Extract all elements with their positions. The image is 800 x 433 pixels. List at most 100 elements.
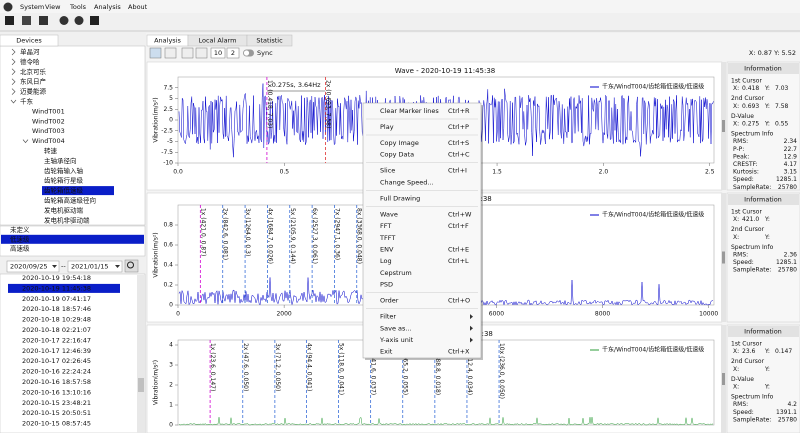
splitter-grip[interactable] [722,120,725,132]
tree-item[interactable]: WindT001 [32,107,65,115]
tree-item[interactable]: 主轴承径向 [44,156,77,165]
tree-item[interactable]: 东风日产 [20,77,47,86]
expander[interactable] [10,99,17,104]
menu-item[interactable]: Play [380,123,394,131]
record-item[interactable]: 2020-10-19 07:41:17 [22,295,91,303]
menu-shortcut: Ctrl+E [448,246,469,254]
record-item[interactable]: 2020-10-15 20:50:51 [22,409,91,417]
menu-item[interactable]: Copy Image [380,139,419,147]
menu-item[interactable]: Change Speed... [380,178,434,186]
filter-item[interactable]: 高速级 [10,244,30,253]
tool-icon[interactable] [59,16,69,25]
tree-item[interactable]: 齿轮箱输入轴 [44,166,84,175]
date-to[interactable]: 2021/01/15 [71,263,108,271]
tree-item[interactable]: 齿轮箱低速级 [44,186,84,195]
expander[interactable] [11,48,16,56]
tree-item[interactable]: 千东 [20,97,34,106]
tool-button[interactable] [164,47,177,59]
menu-item[interactable]: Full Drawing [380,194,420,202]
filter-item[interactable]: 未定义 [10,225,30,234]
tree-item[interactable]: 德令哈 [20,57,40,66]
menu-item[interactable]: System [20,3,44,11]
menu-item[interactable]: Save as... [380,324,412,332]
menu-item[interactable]: About [128,3,148,11]
filter-item[interactable]: 低速级 [10,234,30,243]
splitter-grip[interactable] [722,373,725,385]
record-item[interactable]: 2020-10-19 11:45:38 [22,284,91,292]
date-box[interactable] [6,260,60,273]
tool-icon[interactable] [74,16,84,25]
tool-button[interactable] [195,47,208,59]
record-item[interactable]: 2020-10-16 13:10:16 [22,388,91,396]
scrollbar[interactable] [137,275,145,433]
record-item[interactable]: 2020-10-18 02:21:07 [22,326,91,334]
record-item[interactable]: 2020-10-18 10:29:48 [22,316,91,324]
menu-item[interactable]: Tools [69,3,87,11]
menu-item[interactable]: PSD [380,281,393,289]
tree-item[interactable]: 发电机驱动端 [44,205,84,214]
menu-item[interactable]: Analysis [94,3,121,11]
tool-icon[interactable] [90,16,99,25]
expander[interactable] [11,88,16,95]
menu-item[interactable]: Clear Marker lines [380,107,439,115]
expander[interactable] [11,58,16,66]
tool-icon[interactable] [22,16,31,25]
menu-item[interactable]: FFT [380,222,391,230]
menu-item[interactable]: View [45,3,61,11]
tree-item[interactable]: WindT003 [32,127,65,135]
menu-item[interactable]: Y-axis unit [379,336,414,344]
menu-item[interactable]: Copy Data [380,151,414,159]
scroll-thumb[interactable] [138,378,144,392]
menu-item[interactable]: Filter [380,313,396,321]
menu-item[interactable]: TFFT [379,234,395,242]
record-item[interactable]: 2020-10-16 18:57:58 [22,378,91,386]
y-tick-label: 0 [169,422,173,429]
tree-item[interactable]: WindT002 [32,117,65,125]
record-item[interactable]: 2020-10-15 08:57:45 [22,420,91,428]
date-from[interactable]: 2020/09/25 [10,263,47,271]
record-item[interactable]: 2020-10-16 22:24:24 [22,368,91,376]
tree-item[interactable]: 北京可乐 [20,67,47,76]
menu-item[interactable]: Slice [380,167,395,175]
record-item[interactable]: 2020-10-18 18:57:46 [22,305,91,313]
count[interactable]: 10 [214,49,222,57]
expander[interactable] [22,139,29,144]
tree-item[interactable]: 发电机非驱动端 [44,215,90,224]
tree-item[interactable]: 单晶河 [20,47,40,56]
record-item[interactable]: 2020-10-15 23:48:21 [22,399,91,407]
tree-item[interactable]: WindT004 [32,137,65,145]
info-title: Information [744,65,782,73]
info-value: 1391.1 [776,409,797,416]
menu-item[interactable]: Wave [380,210,398,218]
count-box[interactable] [210,47,226,59]
record-item[interactable]: 2020-10-17 12:46:39 [22,347,91,355]
tool-icon[interactable] [5,16,14,25]
page[interactable]: 2 [231,49,235,57]
tree-item[interactable]: 齿轮箱高速级径向 [44,196,96,205]
tree-item[interactable]: 转速 [44,146,58,155]
menu-item[interactable]: ENV [380,246,394,254]
tool-icon[interactable] [39,16,48,25]
sync-label[interactable]: Sync [257,49,273,57]
date-box[interactable] [67,260,123,273]
record-item[interactable]: 2020-10-17 02:26:45 [22,357,91,365]
expander[interactable] [11,68,16,76]
menu-item[interactable]: Cepstrum [380,269,412,277]
expander[interactable] [11,78,16,85]
splitter-grip[interactable] [722,251,725,264]
tab-label[interactable]: Statistic [256,37,283,45]
menu-item[interactable]: Order [380,297,399,305]
tool-button[interactable] [149,47,162,59]
page-box[interactable] [226,47,240,59]
menu-item[interactable]: Exit [380,348,393,356]
record-item[interactable]: 2020-10-19 19:54:18 [22,274,91,282]
tool-button[interactable] [181,47,194,59]
tree-item[interactable]: 齿轮箱行星级 [44,176,84,185]
tab-label[interactable]: Local Alarm [198,37,236,45]
tab[interactable] [246,34,293,47]
tab-label[interactable]: Analysis [154,37,181,45]
tree-item[interactable]: 迈曼能源 [20,87,47,96]
menu-item[interactable]: Log [380,257,392,265]
info-key: Y: [764,366,770,373]
record-item[interactable]: 2020-10-17 22:16:47 [22,336,91,344]
